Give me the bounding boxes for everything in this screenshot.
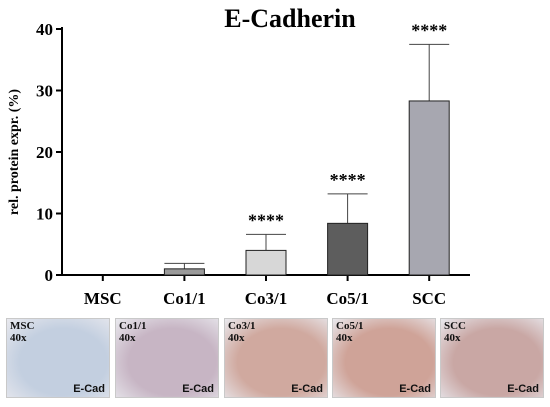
magnification-label: 40x	[10, 332, 27, 344]
micrograph-panel: MSC 40x E-Cad	[6, 318, 110, 398]
y-tick-label: 0	[45, 266, 54, 285]
stain-label: E-Cad	[399, 383, 431, 395]
significance-label: ****	[411, 20, 447, 40]
micrograph-image	[333, 319, 435, 397]
x-tick-label: Co3/1	[245, 289, 288, 308]
stain-label: E-Cad	[182, 383, 214, 395]
y-tick-label: 10	[36, 205, 53, 224]
micrograph-panel: Co3/1 40x E-Cad	[224, 318, 328, 398]
x-tick-label: Co1/1	[163, 289, 206, 308]
bar	[163, 268, 205, 276]
bar	[245, 249, 287, 276]
panel-label: Co1/1	[119, 320, 147, 332]
significance-label: ****	[248, 210, 284, 230]
stain-label: E-Cad	[291, 383, 323, 395]
micrograph-panel: Co1/1 40x E-Cad	[115, 318, 219, 398]
magnification-label: 40x	[228, 332, 245, 344]
panel-label: MSC	[10, 320, 35, 332]
x-tick-label: SCC	[412, 289, 446, 308]
micrograph-image	[225, 319, 327, 397]
stain-label: E-Cad	[73, 383, 105, 395]
bar-chart: E-Cadherin rel. protein expr. (%) 0 10 20 3…	[7, 4, 470, 308]
micrograph-image	[441, 319, 543, 397]
micrograph-image	[116, 319, 218, 397]
magnification-label: 40x	[119, 332, 136, 344]
panel-label: Co3/1	[228, 320, 256, 332]
y-tick-label: 20	[36, 143, 53, 162]
x-tick-label: Co5/1	[326, 289, 369, 308]
y-tick-label: 30	[36, 82, 53, 101]
panel-label: SCC	[444, 320, 467, 332]
chart-title: E-Cadherin	[224, 4, 356, 33]
histology-panels: MSC 40x E-Cad Co1/1 40x E-Cad Co3/1 40x E-Cad Co5…	[6, 318, 546, 398]
micrograph-panel: SCC 40x E-Cad	[440, 318, 544, 398]
x-tick-label: MSC	[84, 289, 122, 308]
x-tick-labels: MSC Co1/1 Co3/1 Co5/1 SCC	[84, 289, 446, 308]
micrograph-panel: Co5/1 40x E-Cad	[332, 318, 436, 398]
significance-label: ****	[330, 170, 366, 190]
magnification-label: 40x	[336, 332, 353, 344]
y-axis-label: rel. protein expr. (%)	[7, 89, 22, 215]
stain-label: E-Cad	[507, 383, 539, 395]
bars: **** **** ****	[163, 20, 450, 276]
axes: 0 10 20 30 40	[36, 20, 470, 285]
panel-label: Co5/1	[336, 320, 364, 332]
bar	[408, 100, 450, 276]
micrograph-image	[7, 319, 109, 397]
magnification-label: 40x	[444, 332, 461, 344]
y-tick-label: 40	[36, 20, 53, 39]
bar	[327, 222, 369, 276]
